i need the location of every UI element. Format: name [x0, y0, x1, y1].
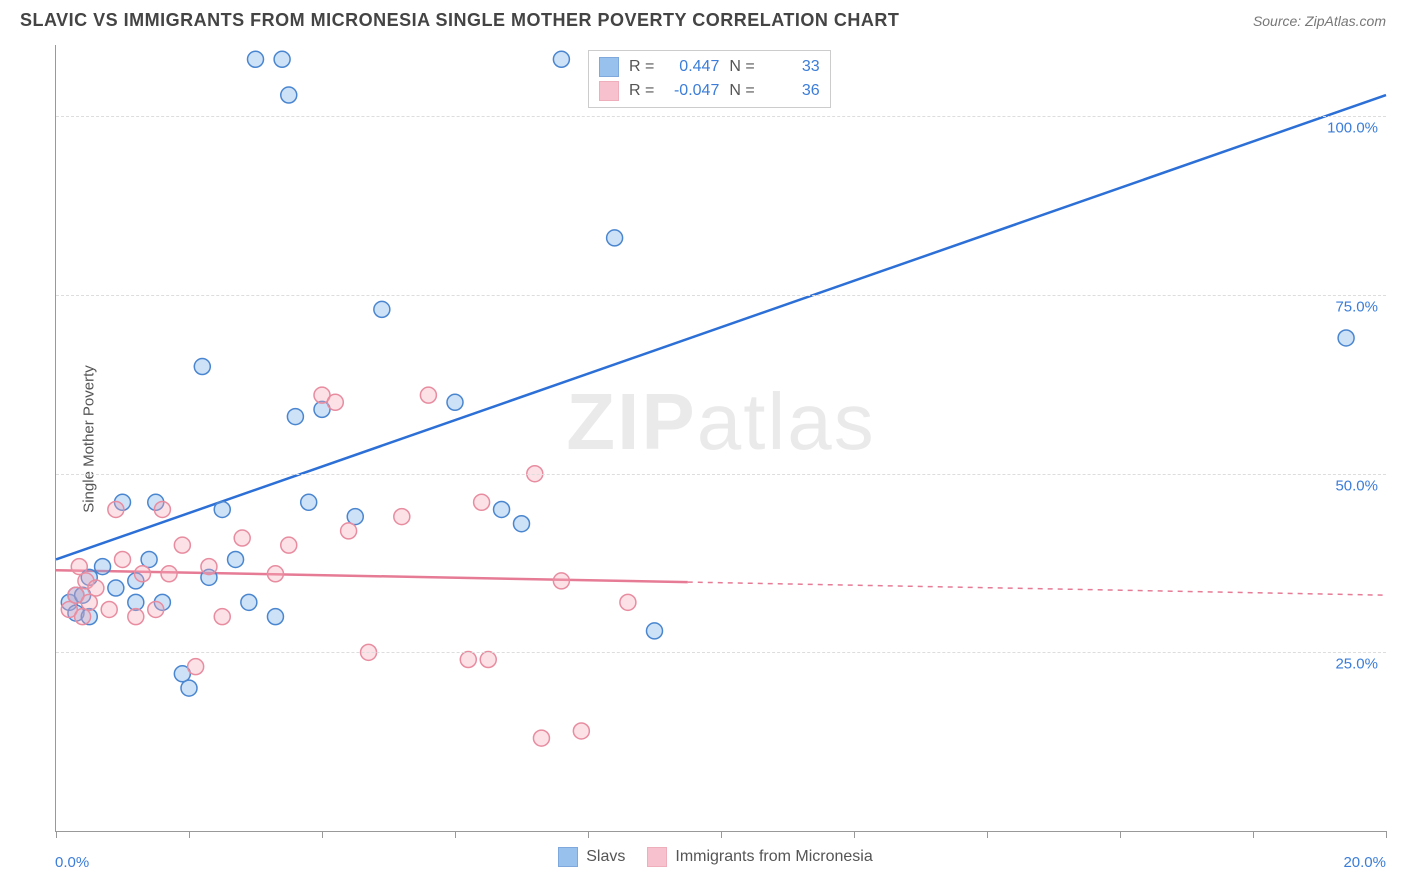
x-tick — [1386, 831, 1387, 838]
x-tick — [56, 831, 57, 838]
stats-row-slavs: R = 0.447 N = 33 — [599, 55, 820, 79]
chart-container: Single Mother Poverty ZIPatlas R = 0.447… — [45, 45, 1386, 832]
legend-item-micronesia: Immigrants from Micronesia — [647, 847, 872, 867]
gridline — [56, 474, 1386, 475]
source-attribution: Source: ZipAtlas.com — [1253, 13, 1386, 29]
legend-item-slavs: Slavs — [558, 847, 625, 867]
y-tick-label: 50.0% — [1335, 477, 1378, 494]
x-tick — [588, 831, 589, 838]
stats-swatch-slavs — [599, 57, 619, 77]
x-tick — [987, 831, 988, 838]
x-tick — [455, 831, 456, 838]
x-tick — [1120, 831, 1121, 838]
x-tick — [721, 831, 722, 838]
x-tick — [1253, 831, 1254, 838]
x-tick — [322, 831, 323, 838]
x-tick — [854, 831, 855, 838]
gridline — [56, 652, 1386, 653]
stats-legend-box: R = 0.447 N = 33 R = -0.047 N = 36 — [588, 50, 831, 108]
y-tick-label: 25.0% — [1335, 656, 1378, 673]
gridline — [56, 295, 1386, 296]
stats-swatch-micronesia — [599, 81, 619, 101]
scatter-svg — [56, 45, 1386, 831]
bottom-legend: Slavs Immigrants from Micronesia — [45, 847, 1386, 867]
gridline — [56, 116, 1386, 117]
y-tick-label: 75.0% — [1335, 299, 1378, 316]
x-tick — [189, 831, 190, 838]
legend-swatch-slavs — [558, 847, 578, 867]
legend-swatch-micronesia — [647, 847, 667, 867]
stats-row-micronesia: R = -0.047 N = 36 — [599, 79, 820, 103]
y-tick-label: 100.0% — [1327, 120, 1378, 137]
plot-area: ZIPatlas R = 0.447 N = 33 R = -0.047 N =… — [55, 45, 1386, 832]
chart-title: SLAVIC VS IMMIGRANTS FROM MICRONESIA SIN… — [20, 10, 899, 31]
